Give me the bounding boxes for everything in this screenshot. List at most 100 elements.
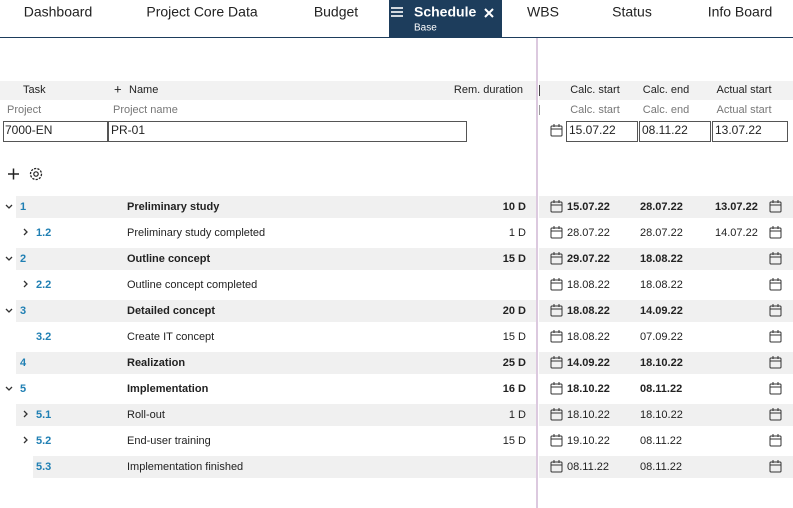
task-name[interactable]: Outline concept <box>127 253 210 265</box>
expand-toggle[interactable] <box>5 386 13 391</box>
calc-start: 19.10.22 <box>567 435 610 447</box>
task-name[interactable]: End-user training <box>127 435 211 447</box>
task-id[interactable]: 5.3 <box>36 461 51 473</box>
calc-end: 18.10.22 <box>640 357 683 369</box>
input-box[interactable] <box>3 121 108 142</box>
column-splitter[interactable] <box>536 38 538 508</box>
calendar-icon[interactable] <box>769 253 782 265</box>
row-background <box>539 248 793 270</box>
tab-label[interactable]: Budget <box>314 4 358 20</box>
task-name[interactable]: Realization <box>127 357 185 369</box>
input-value[interactable]: PR-01 <box>111 123 145 137</box>
row-background <box>539 352 793 374</box>
calc-end: 08.11.22 <box>640 435 682 447</box>
column-header[interactable]: Rem. duration <box>454 84 523 96</box>
add-button[interactable] <box>8 168 19 180</box>
calendar-icon[interactable] <box>769 435 782 447</box>
calc-end: 28.07.22 <box>640 227 683 239</box>
task-id[interactable]: 1.2 <box>36 227 51 239</box>
calendar-icon[interactable] <box>769 383 782 395</box>
expand-toggle[interactable] <box>5 256 13 261</box>
calendar-icon[interactable] <box>769 409 782 421</box>
expand-toggle[interactable] <box>23 410 28 418</box>
task-id[interactable]: 2.2 <box>36 279 51 291</box>
calc-start: 18.08.22 <box>567 279 610 291</box>
calendar-icon[interactable] <box>550 125 563 137</box>
tab-label[interactable]: Project Core Data <box>146 4 257 20</box>
task-duration: 15 D <box>503 331 526 343</box>
calendar-icon[interactable] <box>550 305 563 317</box>
task-name[interactable]: Implementation finished <box>127 461 243 473</box>
filter-label: Calc. end <box>643 104 689 116</box>
calendar-icon[interactable] <box>550 201 563 213</box>
task-id[interactable]: 3 <box>20 305 26 317</box>
expand-toggle[interactable] <box>23 228 28 236</box>
task-id[interactable]: 5 <box>20 383 26 395</box>
column-header[interactable]: Actual start <box>716 84 771 96</box>
row-background <box>33 456 536 478</box>
column-header[interactable]: Calc. start <box>570 84 620 96</box>
task-name[interactable]: Preliminary study completed <box>127 227 265 239</box>
task-id[interactable]: 5.1 <box>36 409 51 421</box>
tab-label[interactable]: WBS <box>527 4 559 20</box>
calendar-icon[interactable] <box>769 279 782 291</box>
calendar-icon[interactable] <box>550 227 563 239</box>
input-value[interactable]: 13.07.22 <box>715 123 762 137</box>
task-id[interactable]: 1 <box>20 201 26 213</box>
task-id[interactable]: 4 <box>20 357 27 369</box>
expand-toggle[interactable] <box>5 308 13 313</box>
calendar-icon[interactable] <box>769 227 782 239</box>
input-box[interactable] <box>108 121 467 142</box>
tab-label[interactable]: Status <box>612 4 652 20</box>
calendar-icon[interactable] <box>550 383 563 395</box>
calendar-icon[interactable] <box>769 305 782 317</box>
task-name[interactable]: Roll-out <box>127 409 165 421</box>
tab-label[interactable]: Dashboard <box>24 4 93 20</box>
calendar-icon[interactable] <box>550 357 563 369</box>
task-id[interactable]: 2 <box>20 253 26 265</box>
column-header[interactable]: Task <box>23 84 46 96</box>
calendar-icon[interactable] <box>550 253 563 265</box>
calendar-icon[interactable] <box>550 461 563 473</box>
calendar-icon[interactable] <box>769 357 782 369</box>
task-name[interactable]: Detailed concept <box>127 305 215 317</box>
actual-start: 14.07.22 <box>715 227 758 239</box>
tab-label[interactable]: Info Board <box>708 4 773 20</box>
task-id[interactable]: 5.2 <box>36 435 51 447</box>
calendar-icon[interactable] <box>550 331 563 343</box>
input-value[interactable]: 08.11.22 <box>642 123 688 137</box>
column-header[interactable]: Name <box>129 84 158 96</box>
expand-toggle[interactable] <box>23 280 28 288</box>
expand-toggle[interactable] <box>23 436 28 444</box>
calendar-icon[interactable] <box>769 461 782 473</box>
filter-label: Calc. start <box>570 104 620 116</box>
row-background <box>539 300 793 322</box>
input-box[interactable] <box>639 121 711 142</box>
task-duration: 16 D <box>503 383 526 395</box>
column-header[interactable]: Calc. end <box>643 84 689 96</box>
add-column[interactable]: + <box>114 81 122 96</box>
task-name[interactable]: Outline concept completed <box>127 279 257 291</box>
task-name[interactable]: Preliminary study <box>127 201 220 213</box>
task-name[interactable]: Create IT concept <box>127 331 214 343</box>
active-tab[interactable] <box>389 0 502 37</box>
input-box[interactable] <box>712 121 788 142</box>
calc-end: 28.07.22 <box>640 201 683 213</box>
settings-button[interactable] <box>29 167 43 181</box>
input-box[interactable] <box>566 121 638 142</box>
calendar-icon[interactable] <box>769 331 782 343</box>
calc-end: 18.08.22 <box>640 253 683 265</box>
tab-label[interactable]: Schedule <box>414 4 476 20</box>
calendar-icon[interactable] <box>550 435 563 447</box>
header-row <box>539 81 793 100</box>
close-tab[interactable] <box>484 8 494 18</box>
input-value[interactable]: 7000-EN <box>5 123 52 137</box>
task-id[interactable]: 3.2 <box>36 331 51 343</box>
calendar-icon[interactable] <box>550 409 563 421</box>
input-value[interactable]: 15.07.22 <box>569 123 616 137</box>
task-name[interactable]: Implementation <box>127 383 209 395</box>
calendar-icon[interactable] <box>769 201 782 213</box>
calendar-icon[interactable] <box>550 279 563 291</box>
expand-toggle[interactable] <box>5 204 13 209</box>
